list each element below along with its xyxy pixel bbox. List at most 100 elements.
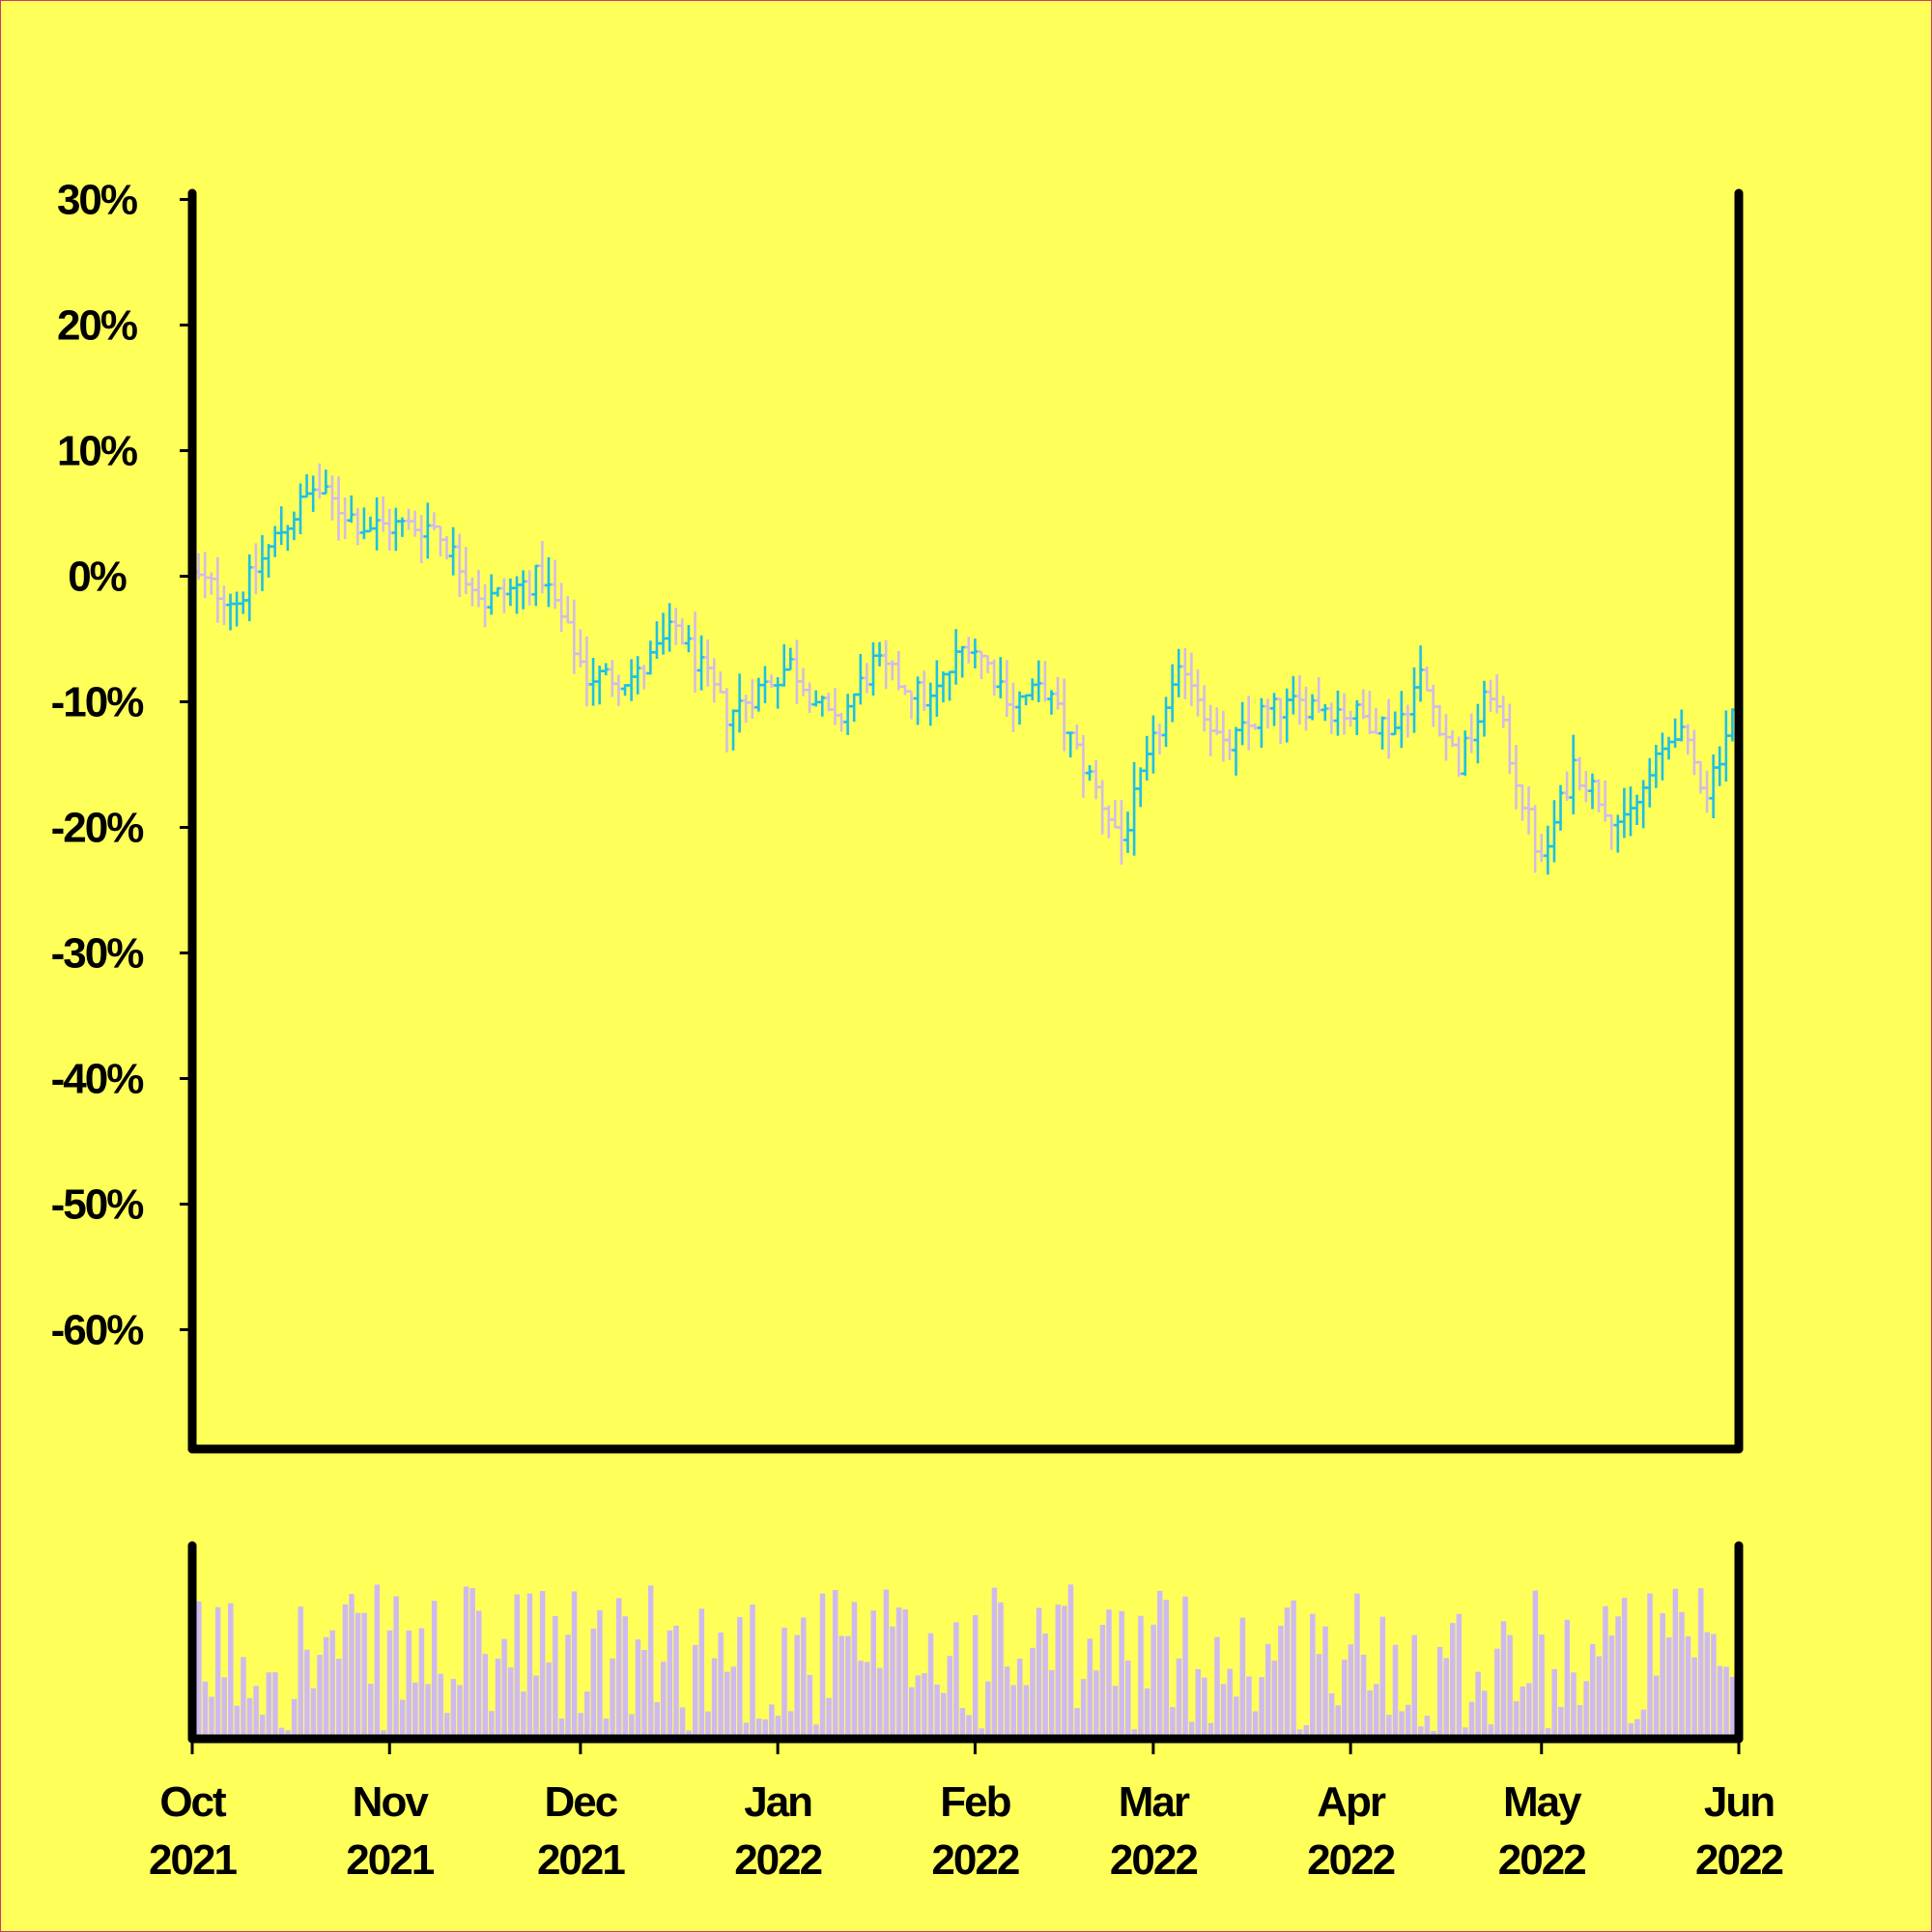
volume-bar [940,1692,947,1739]
volume-bar [998,1602,1004,1739]
y-tick-label: 20% [57,302,137,350]
volume-bar [565,1634,571,1739]
volume-bar [1551,1668,1557,1739]
volume-bar [877,1667,883,1739]
volume-bar [323,1636,329,1739]
volume-bar [934,1684,940,1739]
volume-bar [679,1707,686,1739]
y-tick-label: -50% [51,1181,144,1229]
volume-bar [272,1672,278,1739]
x-tick-label-year: 2021 [149,1836,237,1884]
volume-bar [864,1662,870,1739]
volume-bar [724,1671,730,1739]
volume-bar [1711,1634,1717,1739]
volume-bar [1335,1705,1341,1739]
volume-bar [832,1589,838,1739]
volume-bar [583,1691,590,1739]
volume-bar [730,1666,737,1739]
x-tick-label-year: 2022 [1498,1836,1585,1884]
volume-bar [1456,1613,1463,1739]
volume-bar [1094,1670,1099,1739]
volume-bar [450,1679,457,1739]
volume-bar [610,1658,615,1739]
volume-bar [1163,1600,1170,1739]
volume-bar [1436,1646,1443,1739]
volume-bar [1500,1621,1507,1739]
volume-bar [762,1719,768,1739]
volume-bar [692,1644,698,1739]
volume-bar [393,1596,399,1739]
volume-bar [463,1586,469,1739]
axes [187,188,1744,1744]
volume-bar [641,1650,647,1739]
volume-bar [1067,1584,1074,1739]
y-tick-label: -10% [51,679,144,726]
volume-bar [342,1604,349,1739]
volume-bar [1055,1605,1062,1739]
volume-bar [966,1715,972,1739]
volume-bar [718,1632,724,1739]
volume-bar [1208,1722,1214,1739]
volume-bar [571,1591,578,1739]
volume-bar [495,1658,501,1739]
volume-bar [1099,1625,1106,1739]
x-tick-label-year: 2021 [537,1836,625,1884]
volume-bar [737,1616,743,1739]
volume-bar [259,1715,266,1739]
volume-bar [361,1612,367,1739]
volume-bar [1271,1660,1278,1739]
volume-bar [1571,1672,1577,1739]
volume-bar [1239,1617,1246,1739]
y-tick-label: -30% [51,930,144,978]
volume-bar [1138,1615,1144,1739]
volume-bar [629,1714,635,1739]
x-tick-label-year: 2022 [1307,1836,1394,1884]
x-tick-label-year: 2022 [1110,1836,1197,1884]
volume-bar [1112,1686,1119,1739]
volume-bar [266,1672,272,1739]
volume-bar [278,1727,285,1739]
volume-bar [1202,1677,1208,1739]
volume-bar [253,1686,259,1739]
volume-bar [1526,1683,1532,1739]
volume-bar [1392,1644,1399,1739]
x-tick-label-month: Dec [545,1778,618,1826]
volume-bar [1125,1660,1131,1739]
x-tick-label-month: Feb [940,1778,1010,1826]
volume-bar [908,1687,915,1739]
volume-bar [1589,1643,1596,1739]
volume-bar [698,1608,705,1739]
volume-bar [1252,1711,1259,1739]
volume-bar [1723,1666,1729,1739]
volume-bar [482,1654,489,1739]
volume-bar [553,1615,558,1739]
volume-bar [329,1630,335,1739]
volume-bar [851,1602,858,1739]
volume-bar [1246,1676,1252,1739]
volume-bar [241,1657,246,1739]
volume-bar [1080,1679,1087,1739]
volume-bar [991,1587,998,1739]
x-tick-label-year: 2022 [734,1836,821,1884]
volume-bar [647,1585,654,1739]
y-tick-label: 0% [68,554,126,601]
volume-bar [750,1605,755,1739]
volume-bar [1176,1658,1182,1739]
volume-bar [1023,1685,1030,1739]
volume-bar [1672,1588,1679,1739]
volume-bar [1291,1600,1296,1739]
volume-bar [1119,1610,1124,1739]
volume-bar [947,1656,953,1739]
volume-bar [1310,1613,1316,1739]
volume-bar [1640,1709,1647,1739]
volume-bar [711,1658,718,1739]
volume-bar [1507,1634,1513,1739]
volume-bar [1264,1643,1271,1739]
volume-bar [1463,1727,1468,1739]
volume-bar [755,1719,762,1739]
volume-bar [927,1633,934,1739]
x-tick-label-month: Jan [744,1778,811,1826]
volume-bar [807,1674,813,1739]
volume-bar [959,1708,966,1739]
